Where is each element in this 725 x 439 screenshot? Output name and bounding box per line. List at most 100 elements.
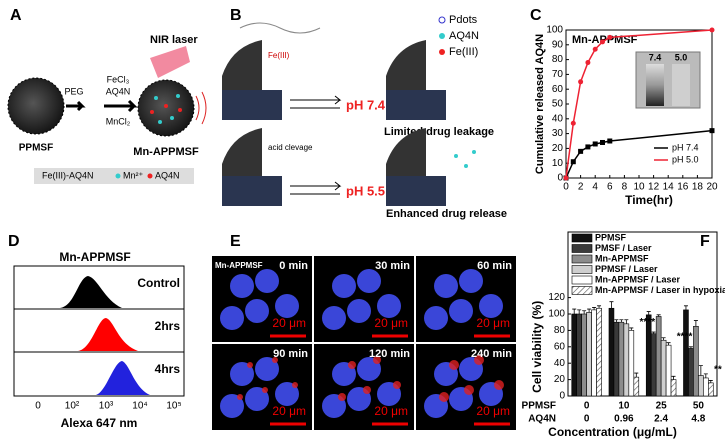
legend-label: PMSF / Laser bbox=[595, 243, 652, 253]
fluorescence bbox=[262, 387, 268, 393]
x-tick-label: 18 bbox=[692, 182, 704, 193]
fluorescence bbox=[363, 386, 371, 394]
panel-b: B Fe(III) pH 7.4 Limited drug leakage ac… bbox=[222, 7, 507, 220]
plot-frame bbox=[13, 265, 185, 397]
legend-label: Mn-APPMSF / Laser in hypoxia bbox=[595, 285, 725, 295]
legend-label: pH 7.4 bbox=[672, 142, 699, 152]
cell-nucleus bbox=[424, 306, 448, 330]
label: MnCl₂ bbox=[106, 116, 131, 126]
marker bbox=[578, 148, 584, 154]
row-label: 4hrs bbox=[155, 362, 181, 376]
y-axis-label: Cumulative released AQ4N bbox=[534, 34, 546, 174]
cell-nucleus bbox=[220, 394, 244, 418]
bar bbox=[703, 377, 709, 397]
histogram bbox=[78, 318, 138, 351]
bar bbox=[683, 309, 689, 397]
significance: **** bbox=[640, 317, 656, 328]
bar bbox=[708, 382, 714, 397]
error-bar bbox=[661, 337, 666, 341]
panel-label: B bbox=[230, 7, 242, 24]
panel-label: C bbox=[530, 7, 542, 24]
error-bar bbox=[646, 311, 651, 315]
panel-label: D bbox=[8, 233, 20, 250]
marker bbox=[570, 120, 576, 126]
x-axis-label: Concentration (μg/mL) bbox=[548, 425, 677, 439]
marker bbox=[607, 34, 613, 40]
error-bar bbox=[597, 305, 602, 309]
cell-nucleus bbox=[255, 269, 279, 293]
histogram bbox=[60, 276, 122, 308]
y-tick-label: 50 bbox=[552, 99, 564, 110]
fluorescence bbox=[393, 381, 401, 389]
legend-swatch bbox=[571, 254, 593, 264]
x-tick-label: 10⁵ bbox=[166, 401, 181, 412]
scale-label: 20 μm bbox=[374, 316, 408, 330]
cell-nucleus bbox=[332, 274, 356, 298]
error-bar bbox=[651, 331, 656, 334]
y-tick-label: 10 bbox=[552, 158, 564, 169]
x-tick-label: 0 bbox=[584, 401, 590, 412]
bar bbox=[628, 330, 635, 397]
bar bbox=[586, 312, 592, 397]
inset-label: 7.4 bbox=[649, 52, 662, 62]
panel-e: E 0 min 20 μm 30 min 20 μm 60 min 20 μm 90 min… bbox=[212, 233, 516, 430]
ppmsf-particle bbox=[7, 77, 65, 135]
error-bar bbox=[671, 375, 676, 380]
fluorescence bbox=[464, 385, 474, 395]
y-tick-label: 0 bbox=[557, 173, 563, 184]
bar bbox=[688, 348, 694, 397]
scale-label: 20 μm bbox=[272, 316, 306, 330]
cell-nucleus bbox=[275, 382, 299, 406]
cell-nucleus bbox=[220, 306, 244, 330]
y-axis-label: Cell viability (%) bbox=[530, 301, 544, 393]
fluorescence bbox=[373, 356, 381, 364]
inset-label: 5.0 bbox=[675, 52, 688, 62]
legend-label: Pdots bbox=[449, 14, 478, 26]
bar bbox=[650, 333, 657, 397]
x-tick-label: 0 bbox=[584, 414, 590, 425]
bar bbox=[591, 309, 597, 397]
x-tick-label: 16 bbox=[677, 182, 689, 193]
x-tick-label: 50 bbox=[693, 401, 705, 412]
cell-nucleus bbox=[275, 294, 299, 318]
marker bbox=[600, 39, 605, 45]
x-tick-label: 10³ bbox=[99, 401, 114, 412]
histogram bbox=[96, 361, 150, 395]
error-bar bbox=[703, 373, 708, 378]
bar bbox=[623, 323, 630, 397]
legend-dot bbox=[438, 16, 446, 24]
bar bbox=[665, 344, 672, 397]
y-tick-label: 90 bbox=[552, 39, 564, 50]
label: FeCl₃ bbox=[107, 74, 130, 84]
legend-label: Mn²⁺ bbox=[123, 170, 143, 180]
error-bar bbox=[582, 310, 587, 314]
panel-d: D Mn-APPMSF Control 2hrs 4hrs 0 10² 10³ … bbox=[8, 233, 185, 430]
x-tick-label: 25 bbox=[656, 401, 668, 412]
fluorescence bbox=[348, 361, 356, 369]
heat-waves bbox=[195, 91, 207, 125]
x-tick-label: 10² bbox=[65, 401, 80, 412]
bar bbox=[698, 375, 704, 397]
panel-title: Mn-APPMSF bbox=[59, 250, 130, 264]
label: PEG bbox=[64, 86, 83, 96]
legend-dot bbox=[115, 173, 121, 179]
time-label: 0 min bbox=[279, 260, 308, 272]
legend-box bbox=[34, 168, 194, 184]
bar bbox=[571, 313, 577, 397]
x-tick-label: 4 bbox=[592, 182, 598, 193]
bar bbox=[670, 379, 677, 397]
bar bbox=[618, 321, 625, 397]
marker bbox=[709, 27, 715, 33]
scale-label: 20 μm bbox=[374, 404, 408, 418]
error-bar bbox=[587, 308, 592, 313]
bar bbox=[576, 313, 582, 397]
panel-a: A PPMSF PEG FeCl₃ AQ4N MnCl₂ NIR laser M… bbox=[7, 7, 207, 184]
label: pH 5.5 bbox=[346, 183, 385, 198]
x-tick-label: 14 bbox=[663, 182, 675, 193]
marker bbox=[607, 138, 613, 144]
y-tick-label: 100 bbox=[546, 25, 563, 36]
x-axis-label: Alexa 647 nm bbox=[61, 416, 138, 430]
error-bar bbox=[683, 305, 688, 310]
label: PPMSF bbox=[19, 143, 53, 154]
label: NIR laser bbox=[150, 34, 198, 46]
